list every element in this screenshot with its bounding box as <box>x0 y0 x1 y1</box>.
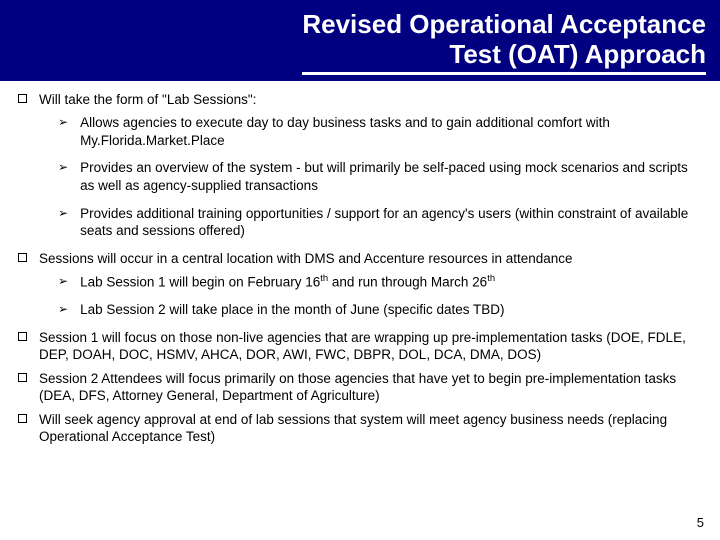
arrow-bullet-icon: ➢ <box>58 160 68 176</box>
bullet-text: Will take the form of "Lab Sessions": <box>39 91 702 109</box>
sub-bullet-text: Allows agencies to execute day to day bu… <box>80 114 702 149</box>
bullet-text: Sessions will occur in a central locatio… <box>39 250 702 268</box>
sub-bullet-item: ➢ Lab Session 1 will begin on February 16… <box>58 273 702 291</box>
slide-header: Revised Operational Acceptance Test (OAT… <box>0 0 720 81</box>
bullet-item: Will seek agency approval at end of lab … <box>18 411 702 446</box>
sub-bullet-item: ➢ Allows agencies to execute day to day b… <box>58 114 702 149</box>
sub-bullet-list: ➢ Allows agencies to execute day to day b… <box>58 114 702 239</box>
bullet-text: Will seek agency approval at end of lab … <box>39 411 702 446</box>
arrow-bullet-icon: ➢ <box>58 274 68 290</box>
bullet-text: Session 1 will focus on those non-live a… <box>39 329 702 364</box>
sub-bullet-text: Lab Session 2 will take place in the mon… <box>80 301 702 319</box>
slide-content: Will take the form of "Lab Sessions": ➢ Al… <box>0 81 720 446</box>
bullet-item: Sessions will occur in a central locatio… <box>18 250 702 268</box>
sub-bullet-text: Provides additional training opportuniti… <box>80 205 702 240</box>
sub-bullet-item: ➢ Provides an overview of the system - bu… <box>58 159 702 194</box>
bullet-text: Session 2 Attendees will focus primarily… <box>39 370 702 405</box>
sub-bullet-item: ➢ Lab Session 2 will take place in the mo… <box>58 301 702 319</box>
title-line-2: Test (OAT) Approach <box>449 39 706 69</box>
square-bullet-icon <box>18 373 27 382</box>
bullet-item: Session 2 Attendees will focus primarily… <box>18 370 702 405</box>
sub-bullet-list: ➢ Lab Session 1 will begin on February 16… <box>58 273 702 319</box>
title-line-1: Revised Operational Acceptance <box>302 9 706 39</box>
bullet-item: Session 1 will focus on those non-live a… <box>18 329 702 364</box>
page-number: 5 <box>697 515 704 530</box>
arrow-bullet-icon: ➢ <box>58 115 68 131</box>
bullet-item: Will take the form of "Lab Sessions": <box>18 91 702 109</box>
arrow-bullet-icon: ➢ <box>58 302 68 318</box>
square-bullet-icon <box>18 94 27 103</box>
sub-bullet-item: ➢ Provides additional training opportunit… <box>58 205 702 240</box>
sub-bullet-text: Lab Session 1 will begin on February 16t… <box>80 273 702 291</box>
square-bullet-icon <box>18 414 27 423</box>
square-bullet-icon <box>18 332 27 341</box>
slide-title: Revised Operational Acceptance Test (OAT… <box>302 10 706 75</box>
square-bullet-icon <box>18 253 27 262</box>
sub-bullet-text: Provides an overview of the system - but… <box>80 159 702 194</box>
arrow-bullet-icon: ➢ <box>58 206 68 222</box>
